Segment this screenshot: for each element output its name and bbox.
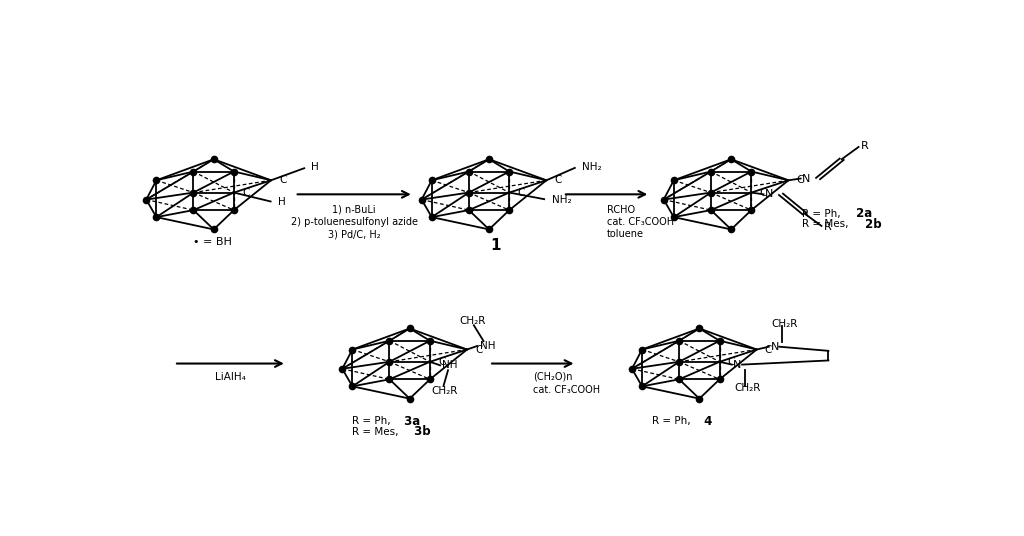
Text: C: C (797, 175, 804, 185)
Text: RCHO: RCHO (606, 205, 635, 214)
Text: CH₂R: CH₂R (734, 383, 761, 393)
Text: R = Ph,: R = Ph, (352, 416, 391, 427)
Text: C: C (242, 188, 250, 198)
Text: NH₂: NH₂ (552, 195, 571, 205)
Text: N: N (802, 174, 811, 183)
Text: R = Mes,: R = Mes, (802, 219, 849, 229)
Text: cat. CF₃COOH: cat. CF₃COOH (606, 217, 674, 227)
Text: cat. CF₃COOH: cat. CF₃COOH (532, 385, 600, 395)
Text: LiAlH₄: LiAlH₄ (215, 372, 246, 382)
Text: R = Mes,: R = Mes, (352, 427, 399, 437)
Text: NH: NH (442, 360, 458, 370)
Text: CH₂R: CH₂R (431, 386, 458, 397)
Text: toluene: toluene (606, 229, 643, 240)
Text: C: C (555, 175, 562, 185)
Text: 3a: 3a (400, 415, 420, 428)
Text: C: C (765, 345, 772, 354)
Text: R: R (860, 141, 868, 151)
Text: C: C (280, 175, 287, 185)
Text: R = Ph,: R = Ph, (802, 209, 841, 219)
Text: CH₂R: CH₂R (771, 319, 798, 329)
Text: N: N (733, 360, 741, 370)
Text: H: H (279, 197, 286, 207)
Text: 3b: 3b (410, 426, 430, 438)
Text: C: C (438, 357, 445, 367)
Text: R = Ph,: R = Ph, (652, 416, 691, 427)
Text: NH₂: NH₂ (582, 161, 601, 172)
Text: 2a: 2a (852, 207, 872, 220)
Text: 4: 4 (699, 415, 712, 428)
Text: • = BH: • = BH (194, 237, 232, 247)
Text: C: C (728, 357, 735, 367)
Text: C: C (475, 345, 482, 354)
Text: H: H (311, 162, 319, 172)
Text: R: R (823, 222, 831, 232)
Text: 2b: 2b (861, 218, 882, 230)
Text: C: C (760, 188, 767, 198)
Text: NH: NH (479, 341, 495, 351)
Text: CH₂R: CH₂R (460, 316, 486, 326)
Text: (CH₂O)n: (CH₂O)n (532, 372, 572, 382)
Text: C: C (517, 188, 524, 198)
Text: 1) n-BuLi: 1) n-BuLi (333, 205, 376, 214)
Text: 2) p-toluenesulfonyl azide: 2) p-toluenesulfonyl azide (291, 217, 418, 227)
Text: N: N (770, 342, 779, 352)
Text: 1: 1 (490, 237, 501, 252)
Text: 3) Pd/C, H₂: 3) Pd/C, H₂ (328, 229, 381, 240)
Text: N: N (765, 189, 773, 199)
